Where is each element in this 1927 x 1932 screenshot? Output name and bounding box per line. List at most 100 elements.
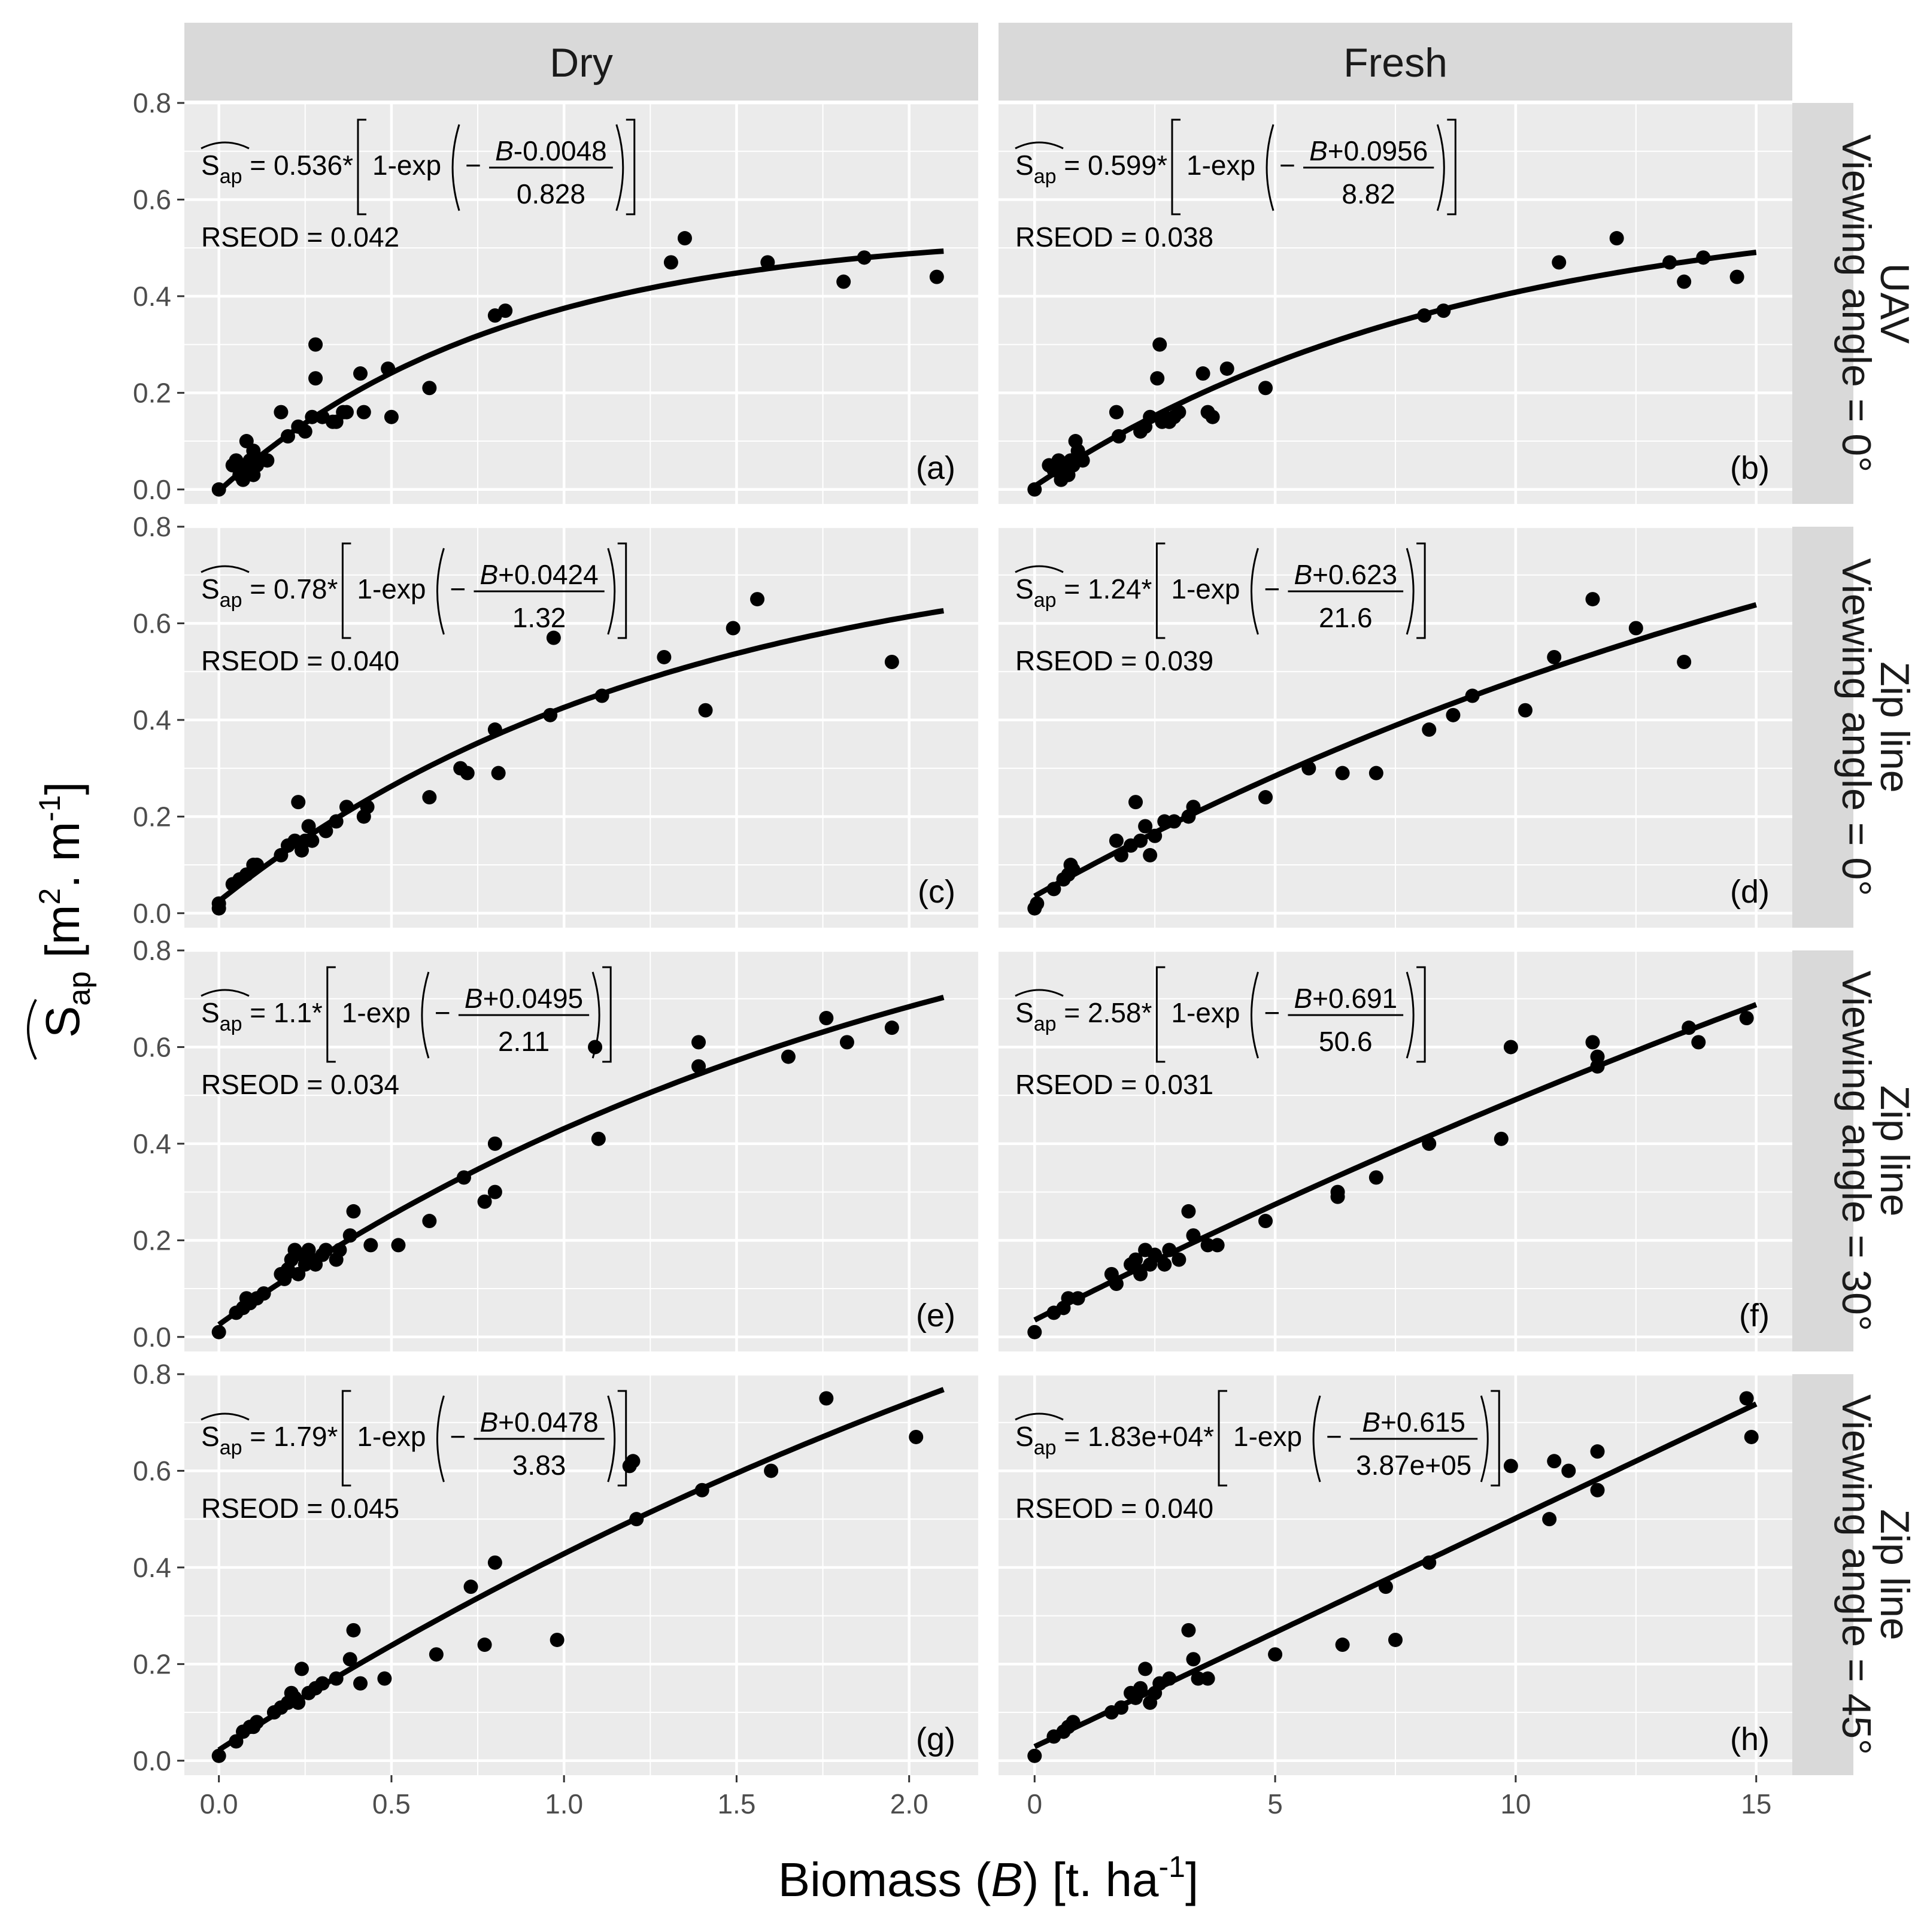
col-strip-fresh-label: Fresh bbox=[1343, 40, 1447, 86]
data-point bbox=[1152, 337, 1167, 352]
panel-letter-b: (b) bbox=[1730, 450, 1770, 486]
paren-right bbox=[1436, 124, 1445, 211]
formula-numerator: B+0.0956 bbox=[1309, 135, 1428, 166]
y-axis-title-open: [m bbox=[36, 905, 89, 971]
formula-B: B bbox=[465, 983, 483, 1014]
bracket-left bbox=[341, 542, 351, 639]
data-point bbox=[1744, 1429, 1759, 1444]
y-tick-label: 0.6 bbox=[133, 607, 171, 639]
data-point bbox=[1609, 231, 1624, 246]
x-axis-title-main: Biomass ( bbox=[778, 1853, 991, 1906]
formula-minus: − bbox=[1264, 573, 1280, 604]
formula-minus: − bbox=[1279, 150, 1295, 181]
data-point bbox=[1128, 1252, 1143, 1267]
data-point bbox=[1552, 255, 1567, 270]
y-tick-label: 0.8 bbox=[133, 1359, 171, 1390]
data-point bbox=[339, 800, 354, 815]
panel-e-background bbox=[184, 950, 978, 1351]
bracket-right bbox=[617, 1390, 627, 1487]
data-point bbox=[1422, 722, 1437, 737]
formula-sub: ap bbox=[220, 165, 242, 188]
rseod-a: RSEOD = 0.042 bbox=[201, 221, 399, 253]
formula-numerator: B+0.623 bbox=[1294, 559, 1397, 590]
data-point bbox=[1200, 1671, 1215, 1686]
data-point bbox=[909, 1429, 924, 1444]
paren-left bbox=[1266, 124, 1274, 211]
data-point bbox=[1027, 1325, 1042, 1339]
formula-sub: ap bbox=[1034, 1436, 1057, 1459]
formula-B: B bbox=[1309, 135, 1328, 166]
data-point bbox=[1109, 1276, 1124, 1291]
rseod-h: RSEOD = 0.040 bbox=[1015, 1493, 1213, 1524]
formula-hat bbox=[201, 989, 250, 997]
data-point bbox=[487, 1184, 502, 1199]
formula-sub: ap bbox=[220, 1436, 242, 1459]
data-point bbox=[1662, 255, 1677, 270]
data-point bbox=[1046, 882, 1061, 897]
data-point bbox=[698, 703, 713, 718]
rseod-value: 0.039 bbox=[1145, 645, 1213, 676]
formula-1-exp: 1-exp bbox=[1233, 1421, 1302, 1452]
data-point bbox=[1030, 896, 1045, 911]
data-point bbox=[1195, 366, 1210, 381]
data-point bbox=[1547, 1454, 1562, 1469]
y-tick-label: 0.0 bbox=[133, 898, 171, 929]
formula-offset: +0.0495 bbox=[483, 983, 584, 1014]
formula-eq: = bbox=[242, 150, 274, 181]
data-point bbox=[250, 858, 265, 873]
data-point bbox=[1109, 833, 1124, 848]
formula-hat bbox=[201, 141, 250, 150]
data-point bbox=[626, 1454, 641, 1469]
formula-star: * bbox=[312, 997, 323, 1028]
row-strip-3-line1: Zip line bbox=[1872, 1085, 1917, 1216]
formula-numerator: B+0.615 bbox=[1362, 1407, 1465, 1438]
rseod-label: RSEOD = bbox=[201, 645, 330, 676]
data-point bbox=[211, 1748, 226, 1763]
formula-eq: = bbox=[242, 573, 274, 604]
data-point bbox=[1561, 1463, 1576, 1478]
data-point bbox=[291, 795, 306, 810]
x-tick-label: 1.5 bbox=[717, 1788, 755, 1819]
data-point bbox=[1258, 1214, 1273, 1229]
data-point bbox=[211, 1325, 226, 1339]
data-point bbox=[280, 429, 295, 443]
formula-hat bbox=[201, 1412, 250, 1421]
data-point bbox=[1258, 790, 1273, 805]
formula-1-exp: 1-exp bbox=[342, 997, 411, 1028]
row-strip-1-line2: Viewing angle = 0° bbox=[1834, 135, 1879, 473]
bracket-left bbox=[326, 966, 336, 1063]
data-point bbox=[211, 482, 226, 497]
data-point bbox=[1590, 1049, 1605, 1064]
data-point bbox=[250, 1715, 265, 1730]
data-point bbox=[456, 1170, 471, 1185]
data-point bbox=[1162, 1671, 1177, 1686]
data-point bbox=[381, 361, 396, 376]
data-point bbox=[691, 1035, 706, 1050]
formula-eq: = bbox=[242, 1421, 274, 1452]
data-point bbox=[339, 405, 354, 420]
data-point bbox=[1422, 1136, 1437, 1151]
rseod-value: 0.031 bbox=[1145, 1069, 1213, 1100]
paren-right bbox=[591, 971, 600, 1059]
formula-B: B bbox=[1362, 1407, 1380, 1438]
paren-right bbox=[1406, 971, 1415, 1059]
data-point bbox=[1172, 1252, 1186, 1267]
panel-h: 0 5 10 15 Sap = 1.83e+04* 1-exp − B+0.615 3.87e+… bbox=[999, 1372, 1792, 1819]
y-tick-label: 0.4 bbox=[133, 1128, 171, 1159]
bracket-left bbox=[1155, 966, 1166, 1063]
data-point bbox=[353, 366, 368, 381]
data-point bbox=[929, 269, 944, 284]
bracket-right bbox=[602, 966, 612, 1063]
bracket-right bbox=[617, 542, 627, 639]
row-strip-4: Zip line Viewing angle = 45° bbox=[1792, 1374, 1917, 1775]
data-point bbox=[857, 250, 872, 265]
formula-offset: +0.0424 bbox=[498, 559, 599, 590]
rseod-label: RSEOD = bbox=[1015, 1493, 1145, 1524]
formula-minus: − bbox=[435, 997, 451, 1028]
y-tick-label: 0.2 bbox=[133, 1225, 171, 1256]
row-strip-1-line1: UAV bbox=[1872, 263, 1917, 344]
data-point bbox=[308, 337, 323, 352]
data-point bbox=[819, 1011, 834, 1026]
data-point bbox=[1167, 814, 1182, 829]
